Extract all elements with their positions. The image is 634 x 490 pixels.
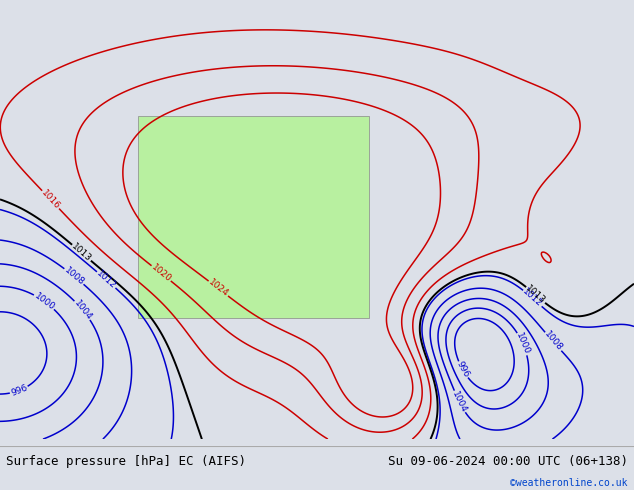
Text: Surface pressure [hPa] EC (AIFS): Surface pressure [hPa] EC (AIFS) — [6, 455, 247, 468]
Text: 1012: 1012 — [521, 287, 544, 309]
Text: 1012: 1012 — [94, 269, 118, 291]
Text: 1000: 1000 — [32, 291, 56, 312]
Text: 1004: 1004 — [450, 390, 469, 414]
Text: ©weatheronline.co.uk: ©weatheronline.co.uk — [510, 478, 628, 489]
Text: 1004: 1004 — [72, 298, 93, 322]
Text: 1013: 1013 — [70, 242, 93, 264]
Text: 1016: 1016 — [39, 188, 61, 211]
Text: 1024: 1024 — [207, 278, 230, 299]
Text: 1008: 1008 — [542, 330, 564, 353]
Text: 996: 996 — [455, 360, 471, 379]
Text: 1008: 1008 — [62, 266, 86, 287]
Text: 1013: 1013 — [524, 284, 547, 306]
Text: Su 09-06-2024 00:00 UTC (06+138): Su 09-06-2024 00:00 UTC (06+138) — [387, 455, 628, 468]
Bar — [138, 116, 369, 318]
Text: 996: 996 — [10, 383, 29, 398]
Text: 1020: 1020 — [150, 263, 173, 284]
Text: 1000: 1000 — [514, 332, 531, 356]
